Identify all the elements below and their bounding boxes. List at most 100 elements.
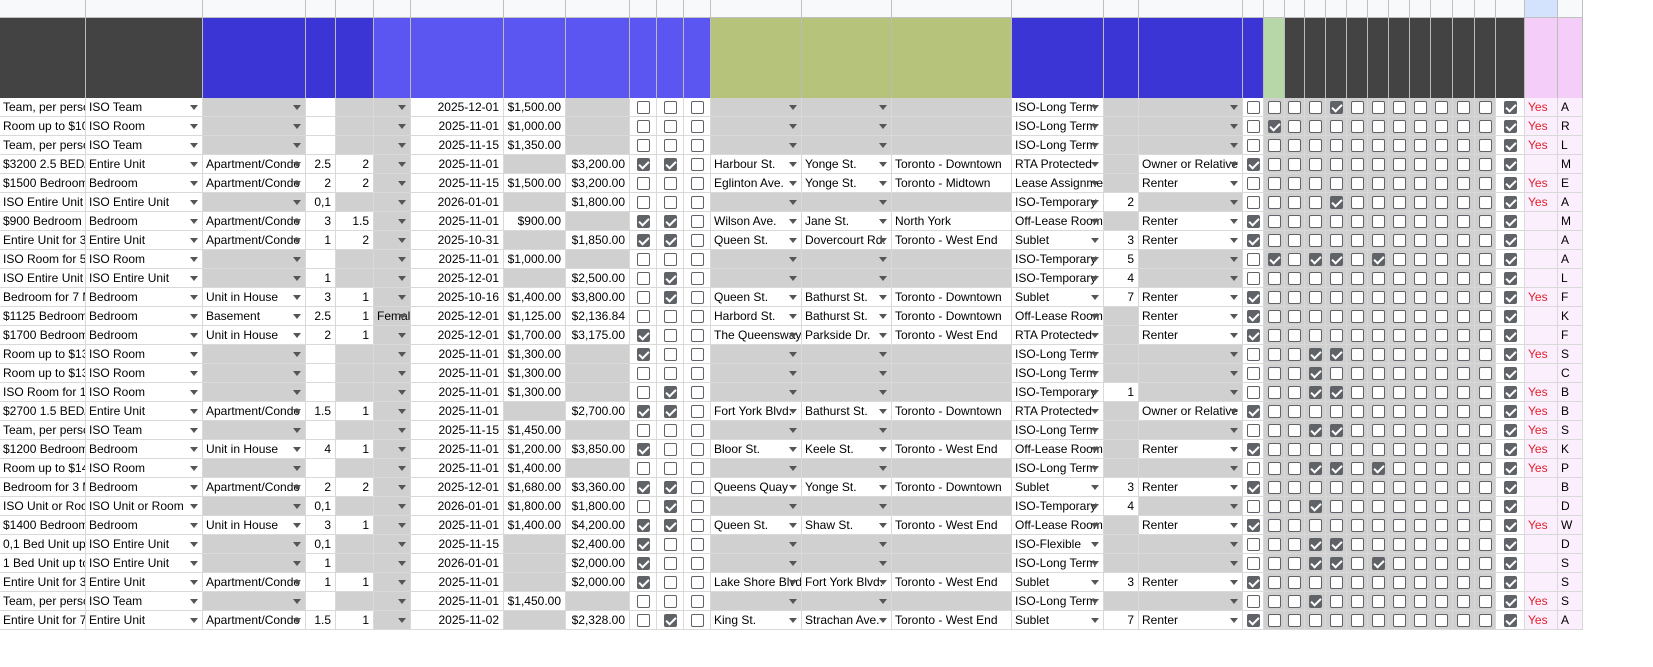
cell-g[interactable] (203, 535, 306, 554)
cell-k[interactable]: 2026-01-01 (411, 554, 504, 573)
checkbox[interactable] (1329, 158, 1343, 171)
cell-ab[interactable] (1347, 535, 1368, 554)
cell-f[interactable]: Entire Unit (86, 573, 203, 592)
header-ab[interactable] (1347, 18, 1368, 98)
cell-j[interactable] (374, 402, 411, 421)
cell-g[interactable] (203, 497, 306, 516)
cell-ai[interactable] (1496, 497, 1525, 516)
cell-ac[interactable] (1368, 269, 1389, 288)
header-ae[interactable] (1410, 18, 1431, 98)
cell-aa[interactable] (1326, 345, 1347, 364)
checkbox[interactable] (636, 595, 650, 608)
chevron-down-icon[interactable] (190, 200, 198, 205)
column-letter-ab[interactable] (1347, 0, 1368, 18)
cell-q[interactable]: Harbour St. (711, 155, 802, 174)
checkbox[interactable] (1392, 215, 1406, 228)
checkbox[interactable] (1435, 557, 1448, 570)
column-letter-x[interactable] (1264, 0, 1285, 18)
checkbox[interactable] (1503, 139, 1517, 152)
header-m[interactable] (566, 18, 630, 98)
cell-ae[interactable] (1410, 554, 1431, 573)
cell-n[interactable] (630, 478, 657, 497)
checkbox[interactable] (1435, 120, 1448, 133)
cell-ab[interactable] (1347, 421, 1368, 440)
chevron-down-icon[interactable] (879, 238, 887, 243)
cell-p[interactable] (684, 440, 711, 459)
cell-f[interactable]: ISO Team (86, 136, 203, 155)
checkbox[interactable] (1308, 500, 1322, 513)
cell-ai[interactable] (1496, 307, 1525, 326)
cell-ae[interactable] (1410, 117, 1431, 136)
checkbox[interactable] (636, 101, 650, 114)
cell-ah[interactable] (1475, 440, 1496, 459)
cell-ah[interactable] (1475, 592, 1496, 611)
checkbox[interactable] (1503, 196, 1517, 209)
checkbox[interactable] (1308, 424, 1322, 437)
cell-i[interactable]: 1 (336, 402, 374, 421)
cell-ad[interactable] (1389, 155, 1410, 174)
cell-q[interactable] (711, 98, 802, 117)
chevron-down-icon[interactable] (293, 257, 301, 262)
checkbox[interactable] (1371, 177, 1385, 190)
cell-ai[interactable] (1496, 98, 1525, 117)
chevron-down-icon[interactable] (789, 143, 797, 148)
checkbox[interactable] (690, 386, 704, 399)
cell-j[interactable] (374, 326, 411, 345)
cell-ab[interactable] (1347, 231, 1368, 250)
checkbox[interactable] (1457, 329, 1470, 342)
cell-n[interactable] (630, 345, 657, 364)
cell-x[interactable] (1264, 421, 1285, 440)
cell-j[interactable] (374, 117, 411, 136)
chevron-down-icon[interactable] (398, 143, 406, 148)
checkbox[interactable] (1371, 386, 1385, 399)
chevron-down-icon[interactable] (190, 105, 198, 110)
cell-ah[interactable] (1475, 155, 1496, 174)
checkbox[interactable] (1413, 462, 1427, 475)
chevron-down-icon[interactable] (398, 371, 406, 376)
cell-aa[interactable] (1326, 136, 1347, 155)
cell-i[interactable]: 1 (336, 440, 374, 459)
column-letter-i[interactable] (336, 0, 374, 18)
cell-i[interactable]: 1 (336, 573, 374, 592)
checkbox[interactable] (1392, 234, 1406, 247)
cell-ac[interactable] (1368, 573, 1389, 592)
cell-ah[interactable] (1475, 307, 1496, 326)
checkbox[interactable] (1267, 595, 1281, 608)
cell-ab[interactable] (1347, 440, 1368, 459)
cell-t[interactable]: ISO-Long Term (1012, 592, 1104, 611)
cell-ai[interactable] (1496, 535, 1525, 554)
cell-k[interactable]: 2025-10-31 (411, 231, 504, 250)
chevron-down-icon[interactable] (1091, 485, 1099, 490)
cell-q[interactable]: Eglinton Ave. (711, 174, 802, 193)
chevron-down-icon[interactable] (789, 105, 797, 110)
cell-y[interactable] (1285, 459, 1305, 478)
cell-q[interactable] (711, 364, 802, 383)
cell-t[interactable]: ISO-Long Term (1012, 98, 1104, 117)
cell-m[interactable] (566, 345, 630, 364)
chevron-down-icon[interactable] (1091, 561, 1099, 566)
column-letter-t[interactable] (1012, 0, 1104, 18)
chevron-down-icon[interactable] (879, 523, 887, 528)
cell-x[interactable] (1264, 269, 1285, 288)
chevron-down-icon[interactable] (879, 219, 887, 224)
cell-ah[interactable] (1475, 402, 1496, 421)
cell-ag[interactable] (1453, 326, 1475, 345)
checkbox[interactable] (1435, 595, 1448, 608)
cell-r[interactable] (802, 269, 892, 288)
checkbox[interactable] (1435, 253, 1448, 266)
checkbox[interactable] (1329, 576, 1343, 589)
column-letter-k[interactable] (411, 0, 504, 18)
cell-h[interactable]: 2 (306, 174, 336, 193)
cell-i[interactable] (336, 269, 374, 288)
checkbox[interactable] (1308, 177, 1322, 190)
cell-u[interactable] (1104, 535, 1139, 554)
checkbox[interactable] (1478, 158, 1492, 171)
chevron-down-icon[interactable] (293, 276, 301, 281)
checkbox[interactable] (1457, 272, 1470, 285)
checkbox[interactable] (690, 614, 704, 627)
cell-o[interactable] (657, 269, 684, 288)
cell-q[interactable]: Wilson Ave. (711, 212, 802, 231)
cell-aa[interactable] (1326, 117, 1347, 136)
checkbox[interactable] (1457, 405, 1470, 418)
header-g[interactable] (203, 18, 306, 98)
